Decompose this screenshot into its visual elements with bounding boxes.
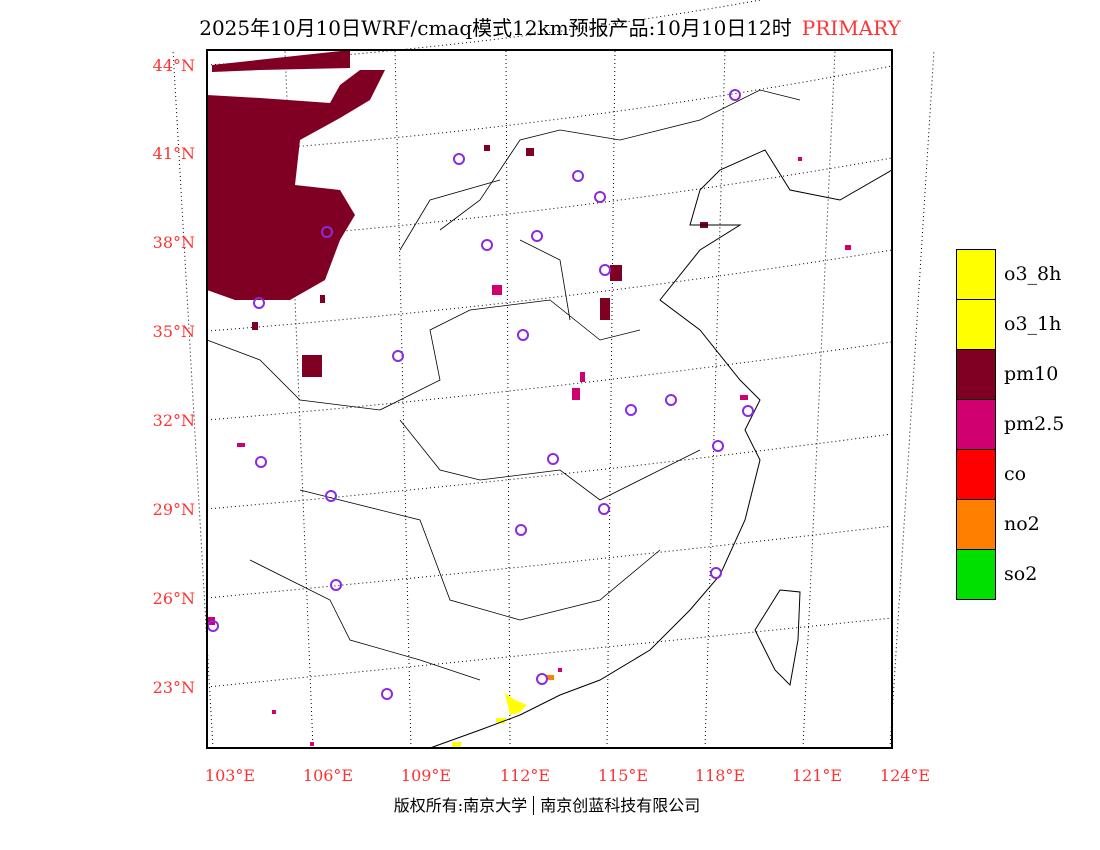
lat-label: 29°N [152,500,195,519]
city-marker [599,264,611,276]
lon-label: 106°E [302,766,354,785]
map-title: 2025年10月10日WRF/cmaq模式12km预报产品:10月10日12时 P… [0,12,1100,41]
city-marker [392,350,404,362]
city-marker [321,226,333,238]
city-marker [330,579,342,591]
city-markers [207,89,754,700]
lon-label: 118°E [694,766,746,785]
legend-item: o3_8h [956,249,1064,299]
legend-label: pm2.5 [1004,413,1065,435]
city-marker [481,239,493,251]
company-text: 南京创蓝科技有限公司 [533,796,701,815]
legend-swatch [956,349,996,399]
city-marker [253,297,265,309]
lon-label: 124°E [879,766,931,785]
legend-swatch [956,399,996,449]
legend-item: pm2.5 [956,399,1064,449]
city-marker [742,405,754,417]
lat-label: 44°N [152,56,195,75]
legend-label: co [1004,463,1027,485]
city-marker [572,170,584,182]
city-marker [729,89,741,101]
coastline [429,149,893,749]
province-borders [206,89,801,681]
city-marker [515,524,527,536]
legend-label: pm10 [1004,363,1059,385]
longitude-line [704,49,726,749]
city-marker [453,153,465,165]
city-marker [625,404,637,416]
legend-swatch [956,299,996,349]
lat-label: 41°N [152,144,195,163]
legend-item: no2 [956,499,1064,549]
longitude-line [284,49,314,749]
latitude-line [206,249,893,332]
city-marker [531,230,543,242]
city-marker [712,440,724,452]
latitude-line [206,617,893,688]
longitude-line [606,49,616,749]
legend-item: pm10 [956,349,1064,399]
map-frame [206,49,893,749]
city-marker [594,191,606,203]
city-marker [381,688,393,700]
latitude-line [206,0,764,66]
latitude-line [206,157,893,243]
taiwan [754,589,801,687]
legend-item: o3_1h [956,299,1064,349]
pm10-region [207,50,385,300]
legend-label: so2 [1004,563,1038,585]
legend-item: so2 [956,548,1064,600]
legend-label: o3_8h [1004,263,1062,285]
title-text: 2025年10月10日WRF/cmaq模式12km预报产品:10月10日12时 [199,16,792,40]
city-marker [325,490,337,502]
legend-swatch [956,249,996,299]
city-marker [598,503,610,515]
lon-label: 121°E [791,766,843,785]
legend-swatch [956,449,996,499]
latitude-line [206,433,893,510]
lon-label: 112°E [499,766,551,785]
primary-tag: PRIMARY [801,16,901,40]
pm10-spots [252,145,708,377]
lat-label: 38°N [152,233,195,252]
lat-label: 35°N [152,322,195,341]
city-marker [665,394,677,406]
legend-item: co [956,449,1064,499]
city-marker [536,673,548,685]
legend-label: no2 [1004,513,1040,535]
latitude-line [206,65,893,154]
legend-label: o3_1h [1004,313,1062,335]
footer: 版权所有:南京大学 南京创蓝科技有限公司 [0,792,1100,816]
lat-label: 23°N [152,678,195,697]
copyright-text: 版权所有:南京大学 [393,796,528,815]
longitude-line [802,49,836,749]
longitude-line [505,49,511,749]
city-marker [547,453,559,465]
city-marker [517,329,529,341]
legend: o3_8h o3_1h pm10 pm2.5 co no2 so2 [956,249,1064,600]
city-marker [255,456,267,468]
no2-spot [546,675,554,680]
lon-label: 115°E [597,766,649,785]
lon-label: 103°E [204,766,256,785]
legend-swatch [956,548,996,600]
legend-swatch [956,499,996,549]
lon-label: 109°E [400,766,452,785]
latitude-line [206,341,893,421]
latitude-line [206,525,893,599]
lat-label: 32°N [152,411,195,430]
lat-label: 26°N [152,589,195,608]
city-marker [710,567,722,579]
longitude-line [889,49,935,749]
o3-region [452,693,527,748]
longitude-line [394,49,412,749]
